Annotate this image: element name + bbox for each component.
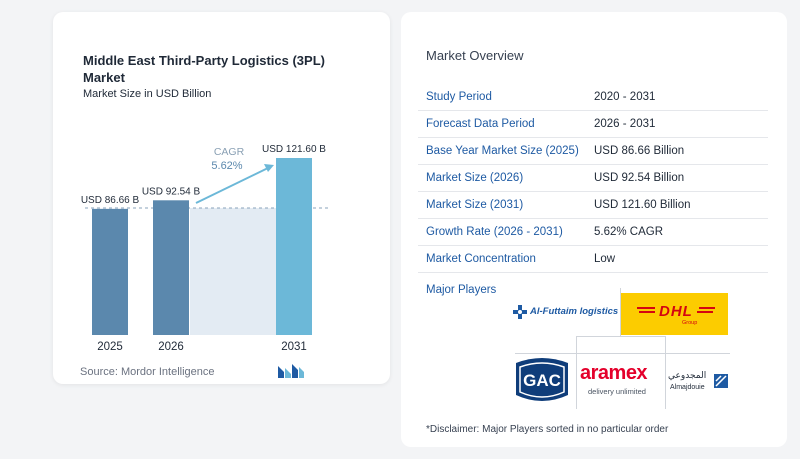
overview-row: Forecast Data Period 2026 - 2031 — [418, 111, 768, 138]
gac-text: GAC — [523, 371, 561, 390]
overview-row: Base Year Market Size (2025) USD 86.66 Bi… — [418, 138, 768, 165]
overview-row-label: Forecast Data Period — [426, 118, 535, 130]
overview-row-value: USD 92.54 Billion — [594, 172, 685, 184]
chart-title: Middle East Third-Party Logistics (3PL) … — [83, 53, 325, 85]
alfuttaim-logo: Al-Futtaim logistics — [513, 302, 619, 322]
x-tick-label: 2025 — [97, 341, 123, 353]
dhl-stripes — [637, 307, 655, 309]
aramex-tagline: delivery unlimited — [588, 387, 646, 396]
bar-2031 — [276, 158, 312, 335]
alfuttaim-mark-icon — [513, 305, 527, 319]
bar-chart: USD 86.66 B 2025 USD 92.54 B 2026 USD 121.60… — [81, 144, 330, 353]
source-text: Source: Mordor Intelligence — [80, 366, 215, 378]
gac-badge-icon — [516, 358, 568, 401]
disclaimer-text: *Disclaimer: Major Players sorted in no … — [426, 424, 669, 435]
cagr-value: 5.62% — [211, 160, 242, 172]
overview-row-label: Base Year Market Size (2025) — [426, 145, 579, 157]
cagr-arrow-head — [264, 164, 274, 172]
players-title: Major Players — [426, 284, 497, 296]
overview-row-value: 2026 - 2031 — [594, 118, 656, 130]
overview-row-label: Study Period — [426, 91, 492, 103]
overview-row-label: Market Size (2031) — [426, 199, 524, 211]
overview-row-value: Low — [594, 253, 616, 265]
overview-row-value: USD 86.66 Billion — [594, 145, 685, 157]
x-tick-label: 2026 — [158, 341, 184, 353]
mordor-logo-icon — [278, 364, 304, 378]
overview-title: Market Overview — [426, 48, 524, 63]
x-tick-label: 2031 — [281, 341, 307, 353]
almajdouie-text: Almajdouie — [670, 384, 705, 391]
overview-row-value: 5.62% CAGR — [594, 226, 664, 238]
cagr-label: CAGR — [214, 146, 245, 158]
cagr-arrow-line — [195, 167, 269, 204]
dhl-text: DHL — [659, 303, 693, 320]
almajdouie-mark-icon — [714, 374, 728, 388]
overview-row-value: 2020 - 2031 — [594, 91, 656, 103]
data-label-2026: USD 92.54 B — [142, 186, 201, 197]
dhl-group-text: Group — [682, 320, 698, 326]
overview-row: Market Size (2031) USD 121.60 Billion — [418, 192, 768, 219]
bar-2025 — [92, 208, 128, 335]
overview-row-label: Market Concentration — [426, 253, 536, 265]
overview-row-label: Growth Rate (2026 - 2031) — [426, 226, 563, 238]
aramex-logo: aramex delivery unlimited — [578, 358, 664, 402]
chart-subtitle: Market Size in USD Billion — [83, 88, 212, 100]
overview-row: Study Period 2020 - 2031 — [418, 84, 768, 111]
overview-row-value: USD 121.60 Billion — [594, 199, 691, 211]
bar-2026 — [153, 200, 189, 335]
overview-row: Growth Rate (2026 - 2031) 5.62% CAGR — [418, 219, 768, 246]
almajdouie-arabic-text: المجدوعي — [668, 370, 707, 380]
gac-logo: GAC — [512, 357, 572, 405]
almajdouie-logo: المجدوعي Almajdouie — [668, 368, 730, 398]
overview-row-label: Market Size (2026) — [426, 172, 524, 184]
data-label-2025: USD 86.66 B — [81, 195, 140, 206]
overview-row: Market Size (2026) USD 92.54 Billion — [418, 165, 768, 192]
data-label-2031: USD 121.60 B — [262, 144, 326, 155]
overview-row: Market Concentration Low — [418, 246, 768, 273]
dhl-logo: DHL Group — [621, 293, 728, 335]
aramex-text: aramex — [580, 362, 648, 384]
alfuttaim-text: Al-Futtaim logistics — [530, 306, 619, 317]
